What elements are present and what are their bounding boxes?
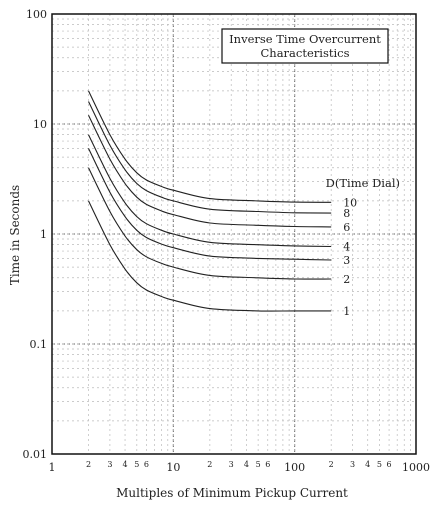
x-minor-tick-label: 3 <box>229 460 234 469</box>
x-tick-label: 100 <box>284 461 305 474</box>
series-curve-3 <box>88 148 332 261</box>
y-tick-label: 0.01 <box>23 448 48 461</box>
chart-title-line-1: Inverse Time Overcurrent <box>229 32 381 46</box>
series-curve-10 <box>88 90 332 203</box>
series-curve-1 <box>88 200 332 312</box>
x-minor-tick-label: 3 <box>107 460 112 469</box>
x-minor-tick-label: 6 <box>265 460 270 469</box>
series-label-4: 4 <box>343 240 350 253</box>
x-minor-tick-label: 2 <box>207 460 212 469</box>
x-minor-tick-label: 2 <box>86 460 91 469</box>
y-tick-label: 10 <box>33 118 47 131</box>
x-minor-tick-label: 5 <box>134 460 139 469</box>
series-curve-4 <box>88 134 332 248</box>
x-axis-title: Multiples of Minimum Pickup Current <box>116 486 348 500</box>
series-label-2: 2 <box>343 273 350 286</box>
y-tick-label: 0.1 <box>30 338 48 351</box>
series-label-1: 1 <box>343 305 350 318</box>
x-minor-tick-label: 4 <box>123 460 128 469</box>
series-curve-2 <box>88 167 332 280</box>
x-minor-tick-label: 5 <box>377 460 382 469</box>
series-curve-8 <box>88 101 332 214</box>
plot-frame <box>51 13 417 455</box>
title-box: Inverse Time Overcurrent Characteristics <box>221 28 389 64</box>
x-tick-label: 1000 <box>402 461 430 474</box>
x-minor-tick-label: 2 <box>329 460 334 469</box>
series-curve-6 <box>88 115 332 228</box>
series-label-6: 6 <box>343 221 350 234</box>
x-minor-tick-label: 3 <box>350 460 355 469</box>
x-tick-label: 1 <box>49 461 56 474</box>
series-label-10: 10 <box>343 196 357 209</box>
x-minor-tick-label: 4 <box>365 460 370 469</box>
title-box-frame <box>221 28 389 64</box>
y-axis-title: Time in Seconds <box>8 185 22 285</box>
y-tick-label: 100 <box>26 8 47 21</box>
x-tick-label: 10 <box>166 461 180 474</box>
time-dial-legend-title: D(Time Dial) <box>326 176 400 190</box>
x-minor-tick-label: 4 <box>244 460 249 469</box>
x-minor-tick-label: 6 <box>387 460 392 469</box>
series-label-3: 3 <box>343 254 350 267</box>
grid <box>52 14 416 454</box>
x-minor-tick-label: 5 <box>256 460 261 469</box>
y-tick-label: 1 <box>40 228 47 241</box>
x-minor-tick-label: 6 <box>144 460 149 469</box>
chart-title-line-2: Characteristics <box>260 46 349 60</box>
series-label-8: 8 <box>343 207 350 220</box>
